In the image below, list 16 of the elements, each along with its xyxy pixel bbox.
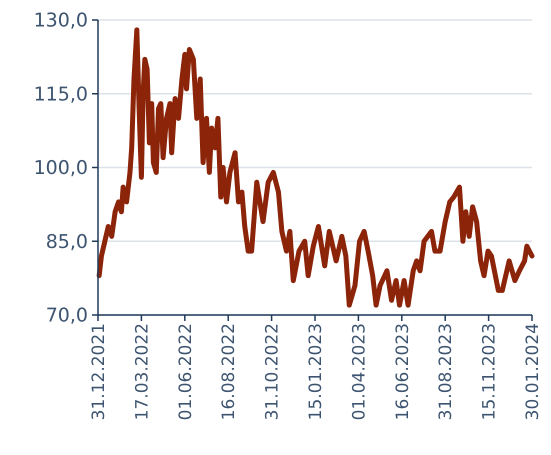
y-tick-label: 130,0 [34,10,88,32]
y-tick-label: 85,0 [46,230,88,253]
x-tick-label: 01.04.2023 [349,323,370,420]
x-tick-label: 31.10.2022 [262,323,283,420]
y-tick-label: 100,0 [34,157,88,180]
x-tick-label: 15.01.2023 [306,323,326,420]
x-tick-label: 30.01.2024 [522,323,543,420]
x-tick-label: 01.06.2022 [176,323,196,420]
x-tick-label: 15.11.2023 [480,323,500,420]
x-tick-label: 16.08.2022 [219,323,240,420]
y-tick-label: 70,0 [46,304,88,327]
x-tick-label: 17.03.2022 [132,323,152,420]
x-tick-label: 31.08.2023 [436,323,456,420]
x-tick-label: 16.06.2023 [392,323,413,420]
x-tick-label: 31.12.2021 [88,323,109,420]
y-tick-label: 115,0 [34,83,88,106]
